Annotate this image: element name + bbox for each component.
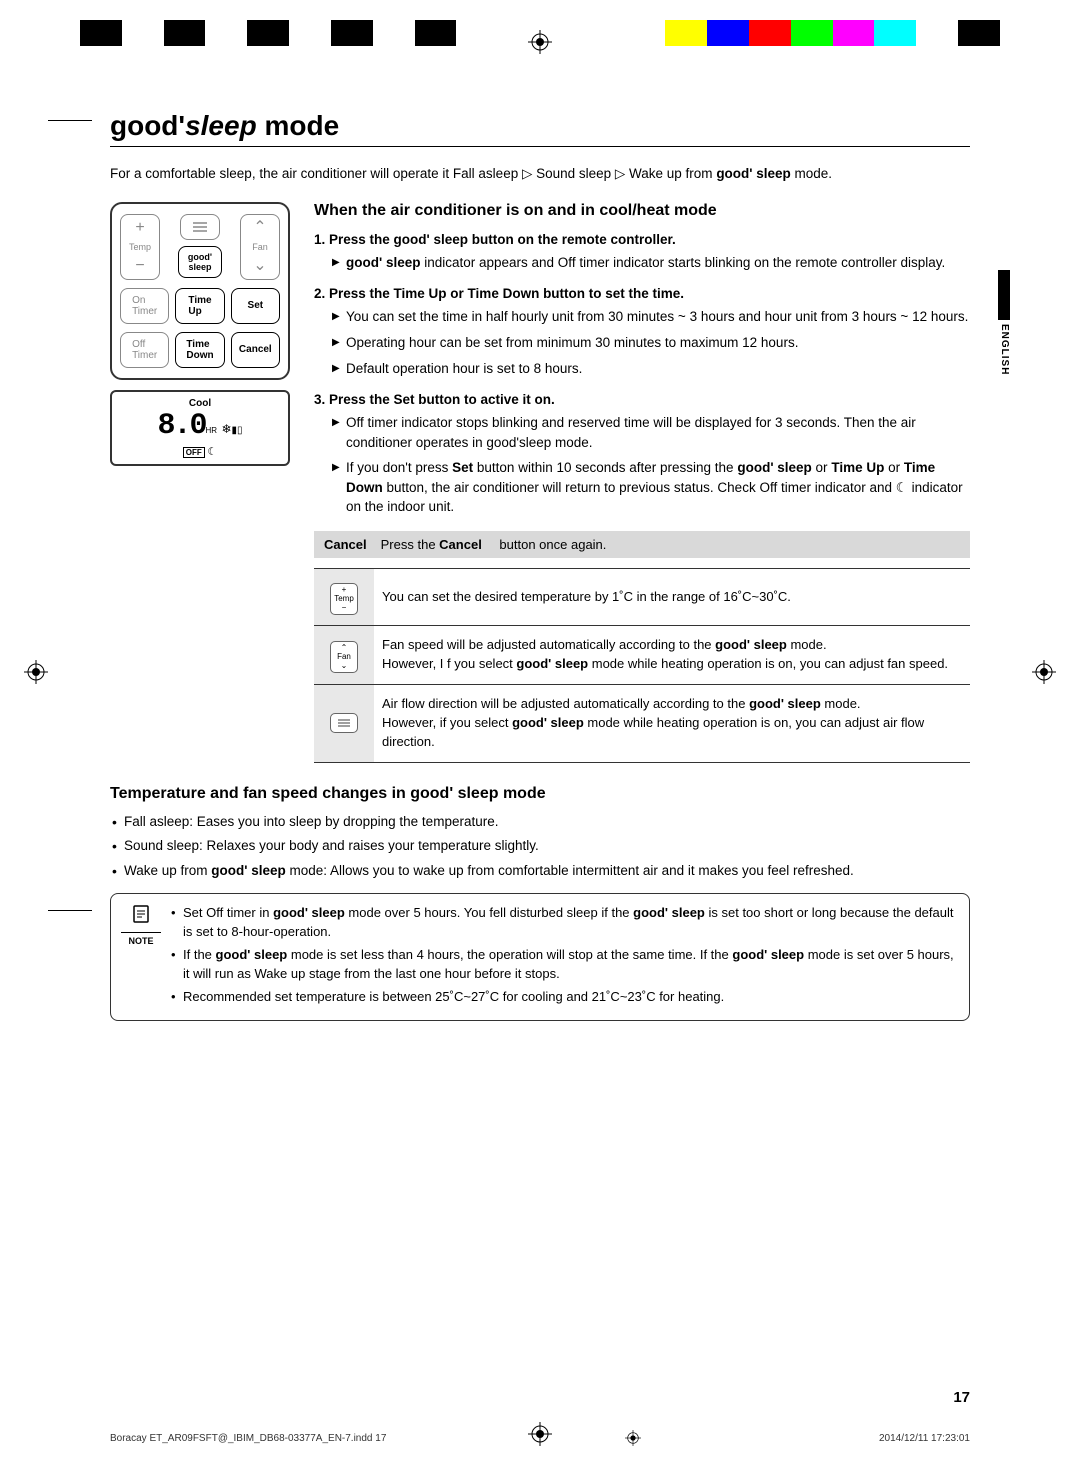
table-row: Air flow direction will be adjusted auto…	[314, 685, 970, 763]
language-tab: ENGLISH	[986, 270, 1010, 375]
footer-timestamp: 2014/12/11 17:23:01	[879, 1433, 970, 1444]
info-table: +Temp− You can set the desired temperatu…	[314, 568, 970, 763]
remote-display: Cool 8.0HR ❄▮▯ OFF ☾	[110, 390, 290, 466]
good-sleep-button: good'sleep	[178, 246, 222, 278]
page-number: 17	[953, 1389, 970, 1406]
swing-button	[180, 214, 220, 240]
fan-button: ⌃Fan⌄	[240, 214, 280, 280]
crop-mark	[48, 120, 92, 121]
footer-filename: Boracay ET_AR09FSFT@_IBIM_DB68-03377A_EN…	[110, 1433, 386, 1444]
note-box: NOTE Set Off timer in good' sleep mode o…	[110, 893, 970, 1021]
note-icon: NOTE	[121, 904, 161, 948]
remote-controller-diagram: +Temp− good'sleep ⌃Fan⌄ On Timer Time Up…	[110, 202, 290, 380]
registration-mark-icon	[528, 30, 552, 54]
section-heading: When the air conditioner is on and in co…	[314, 202, 970, 220]
registration-mark-icon	[24, 660, 48, 684]
cancel-button: Cancel	[231, 332, 280, 368]
step-1: 1. Press the good' sleep button on the r…	[314, 232, 970, 273]
page-title: good'sleep mode	[110, 110, 970, 142]
intro-text: For a comfortable sleep, the air conditi…	[110, 165, 970, 184]
step-3: 3. Press the Set button to active it on.…	[314, 392, 970, 517]
registration-mark-icon	[625, 1430, 641, 1446]
on-timer-button: On Timer	[120, 288, 169, 324]
step-2: 2. Press the Time Up or Time Down button…	[314, 286, 970, 378]
table-row: ⌃Fan⌄ Fan speed will be adjusted automat…	[314, 626, 970, 685]
fan-mini-icon: ⌃Fan⌄	[330, 641, 358, 673]
set-button: Set	[231, 288, 280, 324]
display-mode: Cool	[120, 398, 280, 409]
language-label: ENGLISH	[986, 324, 1010, 375]
display-value: 8.0HR ❄▮▯	[120, 411, 280, 441]
time-up-button: Time Up	[175, 288, 224, 324]
temp-mini-icon: +Temp−	[330, 583, 358, 615]
time-down-button: Time Down	[175, 332, 224, 368]
table-row: +Temp− You can set the desired temperatu…	[314, 568, 970, 625]
cancel-bar: CancelPress the Cancel button once again…	[314, 531, 970, 558]
registration-mark-icon	[1032, 660, 1056, 684]
print-footer: Boracay ET_AR09FSFT@_IBIM_DB68-03377A_EN…	[110, 1430, 970, 1446]
section-2: Temperature and fan speed changes in goo…	[110, 785, 970, 1022]
temp-button: +Temp−	[120, 214, 160, 280]
title-divider	[110, 146, 970, 147]
crop-mark	[48, 910, 92, 911]
display-off-indicator: OFF ☾	[120, 445, 280, 458]
off-timer-button: Off Timer	[120, 332, 169, 368]
airflow-mini-icon	[330, 713, 358, 733]
page-content: ENGLISH good'sleep mode For a comfortabl…	[110, 110, 970, 1356]
